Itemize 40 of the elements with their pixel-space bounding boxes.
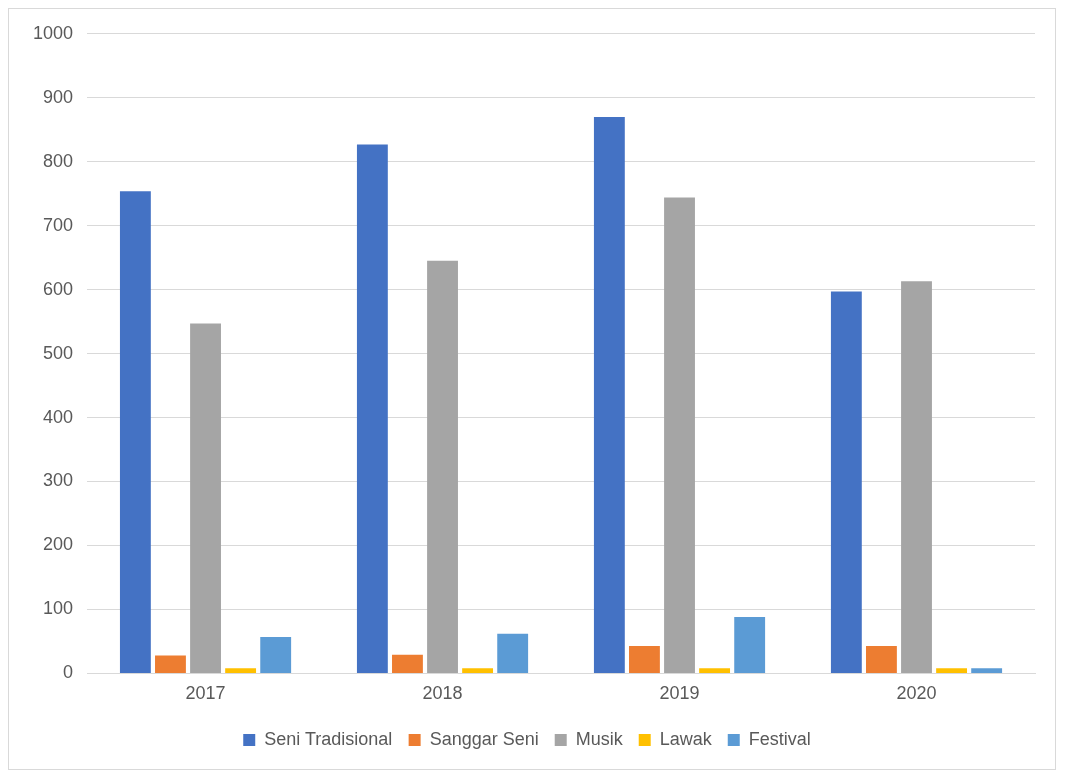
legend-label: Festival	[748, 728, 811, 749]
bar	[119, 191, 151, 673]
bar	[392, 654, 423, 673]
x-tick-label: 2017	[185, 683, 226, 704]
bar	[260, 636, 292, 673]
bar	[155, 655, 186, 673]
y-tick-label: 800	[43, 150, 74, 171]
legend-label: Seni Tradisional	[264, 728, 393, 749]
legend-label: Musik	[575, 728, 624, 749]
legend-label: Sanggar Seni	[429, 728, 539, 749]
bar	[427, 260, 458, 673]
y-tick-label: 400	[43, 406, 74, 427]
bar	[664, 197, 695, 673]
y-tick-label: 900	[43, 86, 74, 107]
y-tick-label: 0	[63, 662, 74, 683]
bar	[734, 617, 766, 673]
y-tick-label: 100	[43, 598, 74, 619]
x-tick-label: 2018	[422, 683, 463, 704]
bar	[356, 144, 388, 673]
x-tick-label: 2019	[659, 683, 700, 704]
y-tick-label: 500	[43, 342, 74, 363]
bar	[190, 323, 221, 673]
bar	[936, 668, 968, 673]
bar	[497, 633, 529, 673]
y-tick-label: 300	[43, 470, 74, 491]
y-tick-label: 1000	[33, 22, 74, 43]
y-tick-label: 200	[43, 534, 74, 555]
bar	[699, 668, 731, 673]
y-tick-label: 700	[43, 214, 74, 235]
y-tick-label: 600	[43, 278, 74, 299]
bar	[830, 291, 862, 673]
bar	[901, 281, 932, 673]
x-tick-label: 2020	[896, 683, 937, 704]
legend-label: Lawak	[659, 728, 713, 749]
bar	[462, 668, 494, 673]
bar	[225, 668, 257, 673]
bar	[866, 645, 897, 673]
bar	[593, 116, 625, 673]
bar	[971, 668, 1003, 673]
bar	[629, 645, 660, 673]
